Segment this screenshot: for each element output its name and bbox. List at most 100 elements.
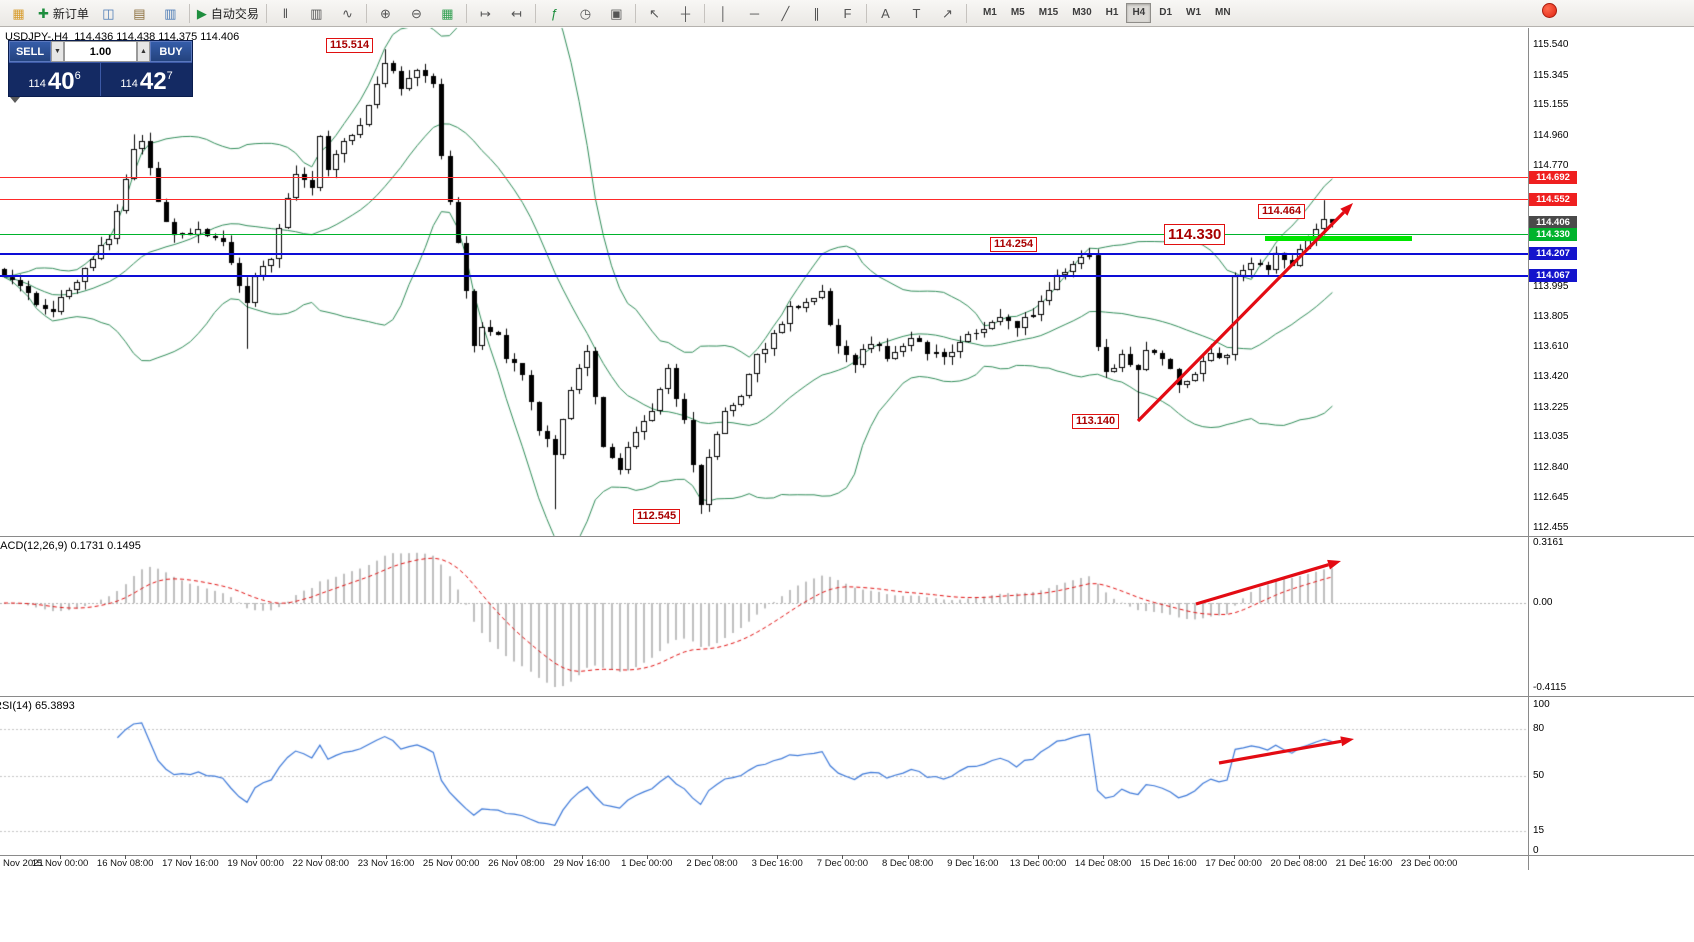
price-axis-label: 114.960 xyxy=(1533,129,1569,141)
crosshair-icon[interactable]: ┼ xyxy=(670,2,701,25)
timeframe-button-h1[interactable]: H1 xyxy=(1105,7,1119,18)
timeframe-button-m5[interactable]: M5 xyxy=(1010,7,1025,18)
time-axis-tick xyxy=(451,855,453,859)
market-watch-icon[interactable]: ▥ xyxy=(155,2,186,25)
timeframe-button-m30[interactable]: M30 xyxy=(1072,7,1092,18)
trade-panel-prices: 114 40 6 114 42 7 xyxy=(9,62,192,96)
volume-down-button[interactable]: ▼ xyxy=(51,41,64,62)
horizontal-line-114207[interactable] xyxy=(0,252,1528,255)
timeframe-bar: M1 M5 M15 M30 H1 H4 D1 W1 MN xyxy=(976,3,1238,23)
horizontal-line-114552[interactable] xyxy=(0,199,1528,201)
time-axis-tick xyxy=(972,855,974,859)
time-axis-label: 14 Dec 08:00 xyxy=(1074,858,1132,869)
time-axis-label: 13 Dec 00:00 xyxy=(1009,858,1067,869)
vertical-line-icon[interactable]: │ xyxy=(708,2,739,25)
time-axis-tick xyxy=(1298,855,1300,859)
time-axis-label: 26 Nov 08:00 xyxy=(488,858,545,869)
time-axis-label: 20 Dec 08:00 xyxy=(1270,858,1328,869)
bid-prefix: 114 xyxy=(28,78,46,90)
candlestick-chart-icon[interactable]: ▥ xyxy=(301,2,332,25)
time-axis-label: 17 Dec 00:00 xyxy=(1205,858,1262,869)
trendline-icon: ╱ xyxy=(781,5,790,21)
ask-sup-digit: 7 xyxy=(166,70,173,82)
sell-button[interactable]: SELL xyxy=(9,41,51,62)
tile-windows-icon[interactable]: ▦ xyxy=(432,2,463,25)
price-callout-115514[interactable]: 115.514 xyxy=(326,38,374,53)
volume-up-button[interactable]: ▲ xyxy=(137,41,150,62)
indicators-icon[interactable]: ƒ xyxy=(539,2,570,25)
horizontal-line-114067[interactable] xyxy=(0,274,1528,277)
bid-price[interactable]: 114 40 6 xyxy=(9,63,100,96)
templates-icon[interactable]: ▣ xyxy=(601,2,632,25)
bid-sup-digit: 6 xyxy=(74,70,81,82)
time-axis-tick xyxy=(842,855,844,859)
fibonacci-icon[interactable]: F xyxy=(832,2,863,25)
price-callout-114254[interactable]: 114.254 xyxy=(990,237,1038,252)
text-icon: A xyxy=(881,5,890,21)
trendline-icon[interactable]: ╱ xyxy=(770,2,801,25)
trade-panel-controls: SELL ▼ 1.00 ▲ BUY xyxy=(9,41,192,62)
new-order-button[interactable]: ✚ 新订单 xyxy=(34,2,93,25)
buy-button[interactable]: BUY xyxy=(150,41,192,62)
text-label-icon: T xyxy=(912,5,921,21)
toolbar-separator xyxy=(465,3,467,23)
toolbar-separator xyxy=(188,3,190,23)
price-callout-114464[interactable]: 114.464 xyxy=(1258,204,1306,219)
macd-panel-separator[interactable] xyxy=(0,536,1694,537)
horizontal-line-icon[interactable]: ─ xyxy=(739,2,770,25)
timeframe-button-w1[interactable]: W1 xyxy=(1186,7,1202,18)
chart-window-icon[interactable]: ◫ xyxy=(93,2,124,25)
price-tag-114330: 114.330 xyxy=(1529,227,1577,241)
bar-chart-icon[interactable]: ‖ xyxy=(270,2,301,25)
text-label-icon[interactable]: T xyxy=(901,2,932,25)
timeframe-button-mn[interactable]: MN xyxy=(1215,7,1231,18)
price-axis-label: 113.035 xyxy=(1533,431,1569,443)
volume-input[interactable]: 1.00 xyxy=(64,41,137,62)
price-chart-canvas[interactable] xyxy=(0,0,1528,870)
bid-big-digits: 40 xyxy=(47,68,75,95)
auto-scroll-icon[interactable]: ↦ xyxy=(470,2,501,25)
ask-price[interactable]: 114 42 7 xyxy=(101,63,192,96)
channel-icon[interactable]: ∥ xyxy=(801,2,832,25)
macd-axis-label: -0.4115 xyxy=(1533,682,1567,693)
timeframe-button-m15[interactable]: M15 xyxy=(1038,7,1059,18)
zoom-in-icon[interactable]: ⊕ xyxy=(370,2,401,25)
time-axis-tick xyxy=(1103,855,1105,859)
ask-big-digits: 42 xyxy=(139,68,167,95)
price-tag-114067: 114.067 xyxy=(1529,268,1577,282)
line-chart-icon: ∿ xyxy=(341,5,353,21)
app-icon[interactable]: ▦ xyxy=(3,2,34,25)
templates-icon: ▣ xyxy=(610,5,623,21)
time-axis-label: 17 Nov 16:00 xyxy=(162,858,219,869)
text-icon[interactable]: A xyxy=(870,2,901,25)
rsi-axis-label: 15 xyxy=(1533,825,1545,837)
line-chart-icon[interactable]: ∿ xyxy=(332,2,363,25)
price-callout-113140[interactable]: 113.140 xyxy=(1072,414,1120,429)
periods-icon[interactable]: ◷ xyxy=(570,2,601,25)
toolbar-separator xyxy=(965,3,967,23)
price-callout-114330[interactable]: 114.330 xyxy=(1164,224,1226,245)
rsi-panel-separator[interactable] xyxy=(0,696,1694,697)
time-axis-tick xyxy=(1429,855,1431,859)
price-callout-112545[interactable]: 112.545 xyxy=(633,509,681,524)
autotrading-button[interactable]: ▶ 自动交易 xyxy=(193,2,263,25)
cursor-icon[interactable]: ↖ xyxy=(639,2,670,25)
price-axis-label: 112.840 xyxy=(1533,461,1569,473)
timeframe-button-m1[interactable]: M1 xyxy=(982,7,997,18)
green-highlight-segment[interactable] xyxy=(1265,235,1412,241)
price-axis-label: 112.455 xyxy=(1533,522,1569,533)
time-axis-label: 29 Nov 16:00 xyxy=(553,858,610,869)
candlestick-chart-icon: ▥ xyxy=(310,5,323,21)
timeframe-button-d1[interactable]: D1 xyxy=(1159,7,1173,18)
toolbar-separator xyxy=(634,3,636,23)
arrow-object-icon[interactable]: ↗ xyxy=(932,2,963,25)
horizontal-line-114692[interactable] xyxy=(0,177,1528,179)
timeframe-button-h4[interactable]: H4 xyxy=(1126,3,1152,23)
horizontal-line-11433[interactable] xyxy=(0,234,1528,236)
chart-shift-icon[interactable]: ↤ xyxy=(501,2,532,25)
price-axis-label: 113.225 xyxy=(1533,401,1569,413)
zoom-out-icon[interactable]: ⊖ xyxy=(401,2,432,25)
trade-panel-collapse-arrow[interactable] xyxy=(10,97,20,103)
profiles-icon[interactable]: ▤ xyxy=(124,2,155,25)
horizontal-line-icon: ─ xyxy=(749,5,760,21)
